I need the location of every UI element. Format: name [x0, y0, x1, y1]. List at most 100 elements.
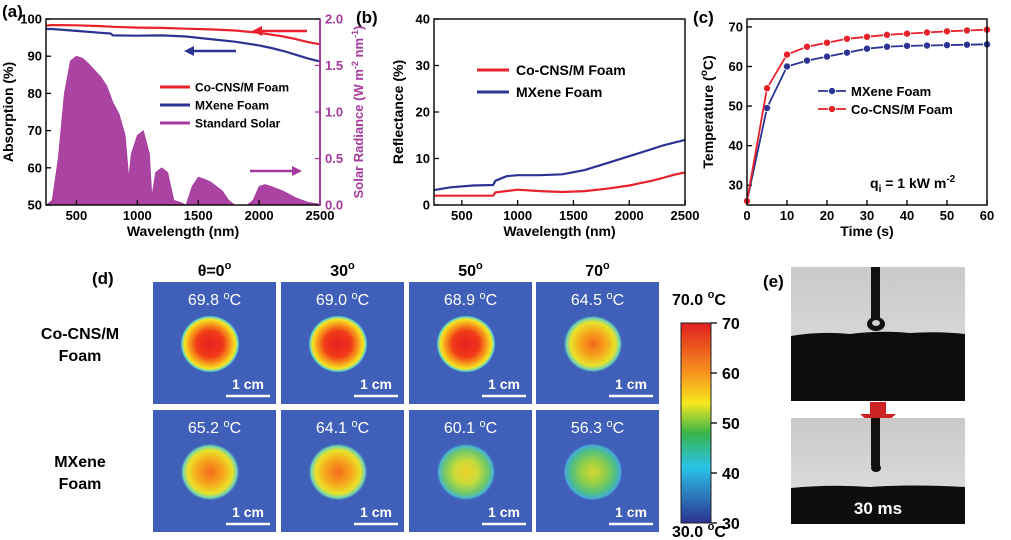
scale-bar-label: 1 cm	[232, 504, 264, 520]
y-tick-label: 30	[729, 178, 743, 193]
y-tick-label: 70	[729, 19, 743, 34]
legend-marker	[828, 105, 837, 114]
needle	[871, 418, 880, 466]
colorbar-min-label: 30.0 oC	[672, 521, 726, 540]
y-tick-label: 10	[416, 151, 430, 166]
panel-e: 30 ms	[791, 267, 965, 524]
data-point	[883, 42, 892, 51]
data-point	[903, 29, 912, 38]
y-tick-label: 40	[416, 12, 430, 27]
x-tick-label: 20	[820, 208, 834, 223]
y-tick-label: 70	[28, 123, 42, 138]
data-point	[863, 32, 872, 41]
legend-marker	[828, 87, 837, 96]
droplet-photo-before	[791, 267, 965, 401]
x-axis-label: Time (s)	[840, 223, 893, 239]
colorbar-max-label: 70.0 oC	[672, 289, 726, 309]
spot-temperature: 65.2 oC	[188, 418, 241, 437]
y2-tick-label: 0.5	[325, 151, 343, 166]
data-point	[943, 41, 952, 50]
panel-d: θ=0o 30o 50o 70o Co-CNS/M Foam MXene Foam 69.8…	[41, 260, 740, 540]
data-point	[923, 41, 932, 50]
y-tick-label: 90	[28, 49, 42, 64]
row-label: Foam	[59, 476, 102, 493]
y-axis-label: Absorption (%)	[0, 62, 16, 162]
scale-bar-label: 1 cm	[360, 376, 392, 392]
panel-c: 0 10 20 30 40 50 60 30 40 50 60 70 Time (s) Temperatu…	[699, 18, 994, 239]
x-tick-label: 1500	[559, 208, 588, 223]
annotation-heat-flux: qi = 1 kW m-2	[870, 174, 956, 195]
panel-b: 500 1000 1500 2000 2500 0 10 20 30 40 Wavelength (…	[390, 12, 699, 240]
panel-c-label: (c)	[693, 8, 714, 27]
x-axis-label: Wavelength (nm)	[503, 223, 615, 239]
colorbar-tick-label: 40	[722, 466, 740, 483]
data-point	[843, 48, 852, 57]
angle-header: θ=0o	[198, 260, 232, 280]
data-point	[803, 42, 812, 51]
x-tick-label: 1500	[184, 208, 213, 223]
colorbar-tick-label: 60	[722, 366, 740, 383]
legend-label: MXene Foam	[195, 99, 269, 113]
spot-temperature: 64.5 oC	[571, 290, 624, 309]
down-arrow-icon	[860, 402, 896, 430]
droplet-highlight	[872, 320, 880, 326]
data-point	[823, 52, 832, 61]
x-tick-label: 1000	[503, 208, 532, 223]
scale-bar-label: 1 cm	[488, 376, 520, 392]
arrow-head-icon	[292, 166, 302, 176]
heat-spot	[563, 443, 623, 501]
legend-label: MXene Foam	[516, 84, 602, 100]
heat-spot	[180, 443, 240, 501]
spot-temperature: 69.0 oC	[316, 290, 369, 309]
x-tick-label: 0	[743, 208, 750, 223]
scale-bar-label: 1 cm	[615, 376, 647, 392]
y-tick-label: 100	[20, 12, 42, 27]
angle-header: 30o	[330, 260, 355, 280]
y-axis-label: Temperature (oC)	[699, 55, 716, 168]
data-point	[863, 44, 872, 53]
spot-temperature: 68.9 oC	[444, 290, 497, 309]
data-point	[843, 34, 852, 43]
y-tick-label: 50	[28, 198, 42, 213]
x-tick-label: 30	[860, 208, 874, 223]
legend-label: Standard Solar	[195, 117, 281, 131]
scale-bar-label: 1 cm	[615, 504, 647, 520]
x-axis-label: Wavelength (nm)	[127, 223, 239, 239]
y-tick-label: 40	[729, 138, 743, 153]
data-point	[783, 50, 792, 59]
x-tick-label: 1000	[123, 208, 152, 223]
y-tick-label: 80	[28, 86, 42, 101]
y-tick-label: 50	[729, 99, 743, 114]
heat-spot	[308, 315, 368, 373]
panel-a: 500 1000 1500 2000 2500 50 60 70 80 90 100 0.0 0.5 1.…	[0, 12, 366, 240]
plot-frame	[433, 18, 686, 206]
colorbar-tick-label: 30	[722, 516, 740, 533]
colorbar-tick-label: 50	[722, 416, 740, 433]
heat-spot	[180, 315, 240, 373]
series-standard-solar	[45, 55, 321, 206]
x-tick-label: 60	[980, 208, 994, 223]
row-label: MXene	[54, 454, 106, 471]
y-axis-label: Reflectance (%)	[390, 60, 406, 164]
x-tick-label: 500	[66, 208, 88, 223]
panel-a-label: (a)	[2, 2, 23, 21]
data-point	[923, 28, 932, 37]
plot-frame	[746, 18, 988, 206]
data-point	[883, 30, 892, 39]
y-tick-label: 0	[423, 198, 430, 213]
scale-bar-label: 1 cm	[232, 376, 264, 392]
x-tick-label: 50	[940, 208, 954, 223]
data-point	[823, 38, 832, 47]
x-tick-label: 2500	[671, 208, 700, 223]
legend-label: MXene Foam	[851, 84, 931, 99]
arrow-head-icon	[252, 26, 262, 36]
y-tick-label: 30	[416, 58, 430, 73]
heat-spot	[308, 443, 368, 501]
arrow-head-icon	[184, 46, 194, 56]
legend-label: Co-CNS/M Foam	[851, 102, 953, 117]
data-point	[763, 84, 772, 93]
y-tick-label: 60	[729, 59, 743, 74]
droplet-photo-after: 30 ms	[791, 418, 965, 524]
y-tick-label: 60	[28, 160, 42, 175]
spot-temperature: 64.1 oC	[316, 418, 369, 437]
